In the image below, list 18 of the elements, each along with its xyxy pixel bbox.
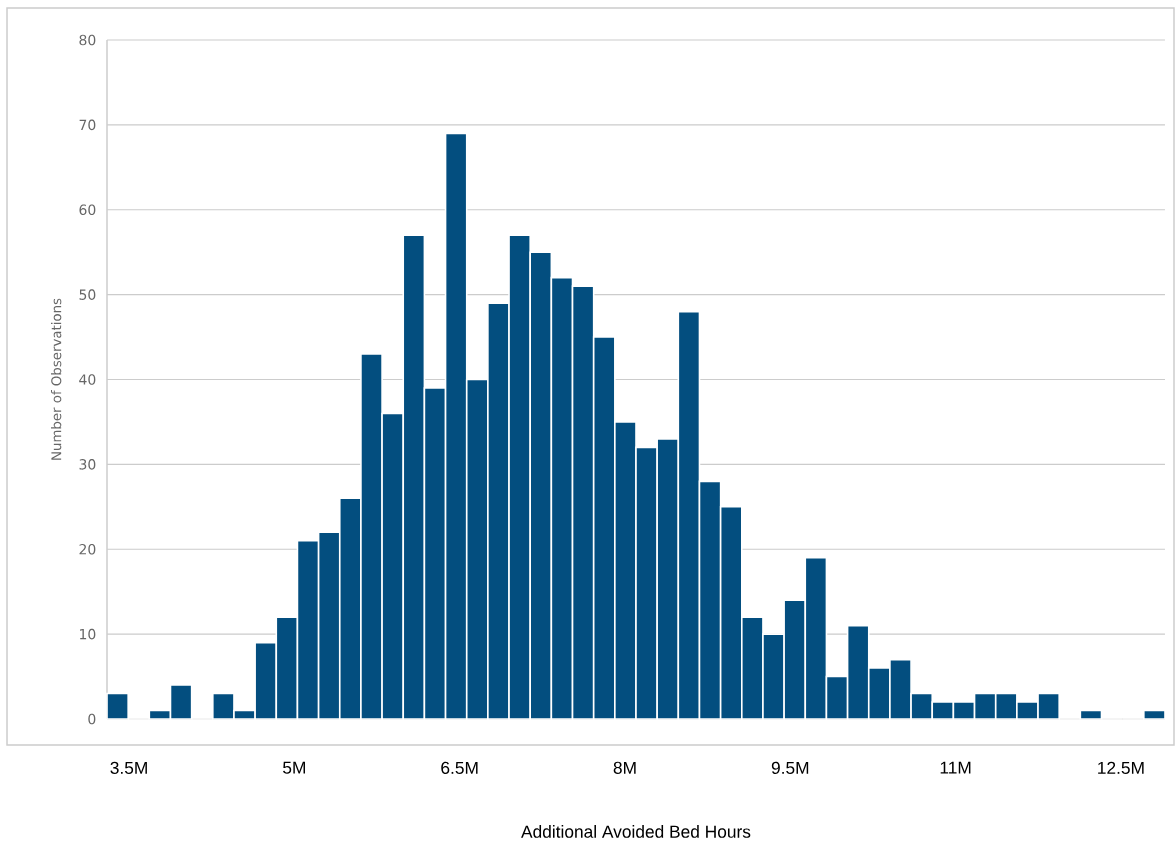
y-tick-label: 80 xyxy=(79,34,96,46)
x-tick-label: 8M xyxy=(613,761,636,774)
y-tick-label: 70 xyxy=(79,119,96,131)
y-tick-label: 20 xyxy=(79,543,96,555)
y-tick-label: 0 xyxy=(88,713,96,725)
x-tick-label: 6.5M xyxy=(441,761,478,774)
y-tick-label: 30 xyxy=(79,459,96,470)
x-tick-label: 3.5M xyxy=(110,761,147,774)
y-tick-label: 40 xyxy=(79,374,96,385)
x-tick-label: 11M xyxy=(940,761,971,774)
y-tick-label: 60 xyxy=(79,204,96,216)
x-tick-label: 5M xyxy=(283,761,305,774)
x-tick-label: 12.5M xyxy=(1098,761,1144,774)
y-tick-label: 10 xyxy=(80,628,96,640)
x-tick-label: 9.5M xyxy=(771,761,809,774)
y-axis-title: Number of Observations xyxy=(51,298,62,460)
x-axis-title: Additional Avoided Bed Hours xyxy=(521,825,751,838)
y-tick-label: 50 xyxy=(79,289,96,300)
